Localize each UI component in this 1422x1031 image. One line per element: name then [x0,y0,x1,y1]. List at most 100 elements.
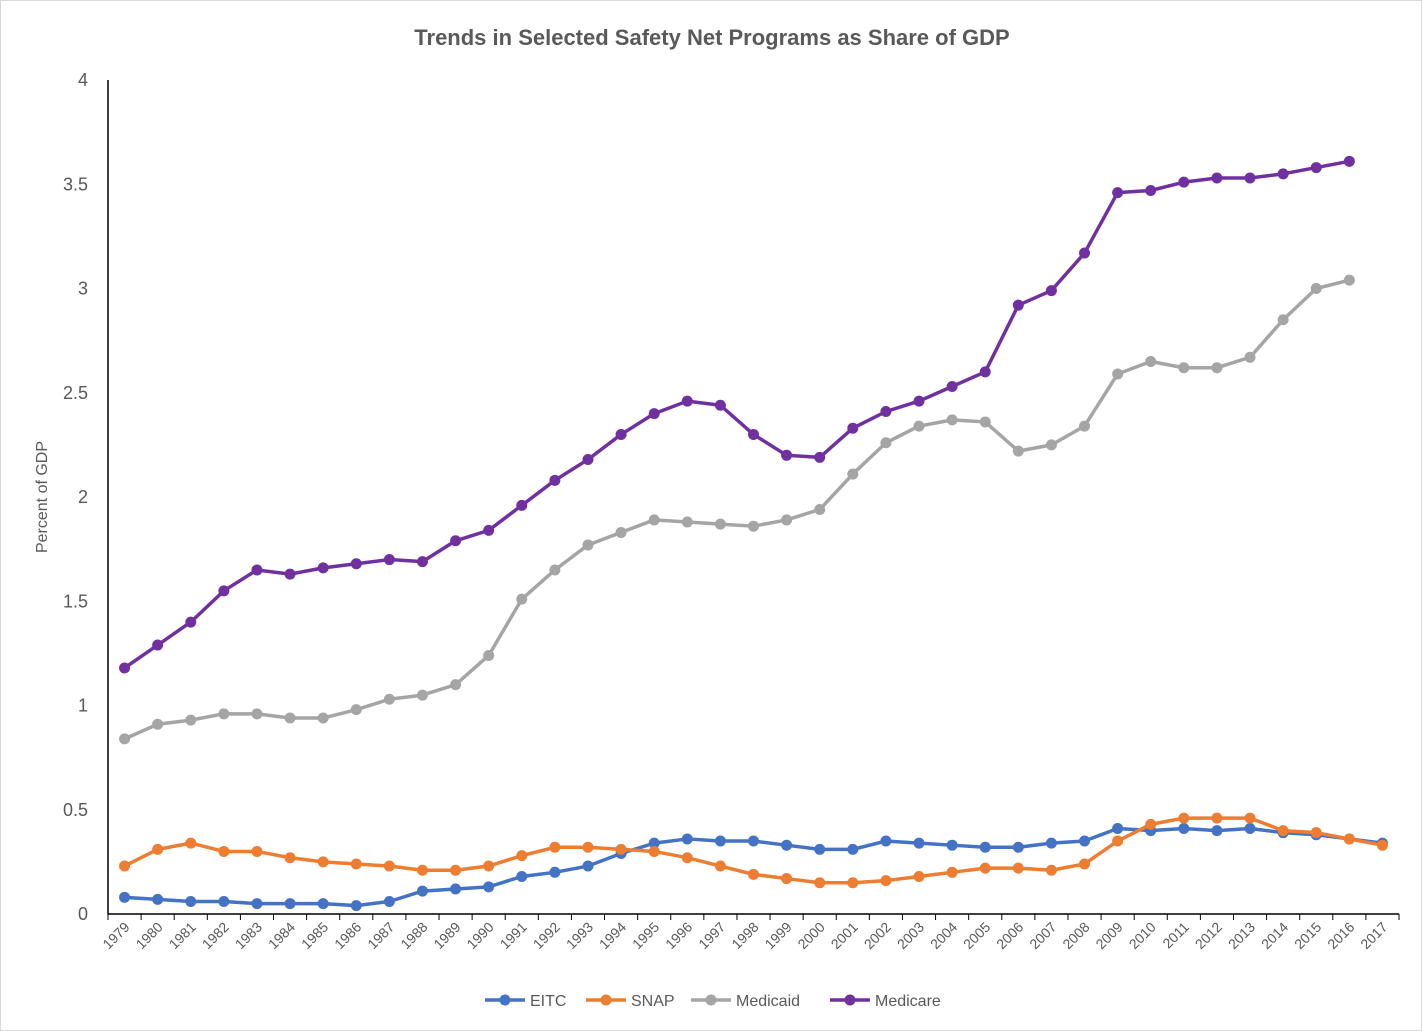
data-point [1045,439,1057,451]
data-point [615,526,627,538]
series-eitc [119,823,1388,912]
data-point [549,474,561,486]
data-point [1343,155,1355,167]
x-tick-label: 1998 [728,919,761,952]
data-point [450,864,462,876]
legend-item-medicare: Medicare [830,993,941,1010]
x-tick-label: 2002 [861,919,894,952]
data-point [1079,420,1091,432]
data-point [1178,812,1190,824]
data-point [549,866,561,878]
data-point [1310,283,1322,294]
data-point [582,860,594,872]
data-point [1211,172,1223,184]
y-axis-ticks: 0 0.5 1 1.5 2 2.5 3 3.5 4 [63,70,88,924]
x-tick-label: 2010 [1126,919,1159,952]
data-point [979,416,991,428]
x-tick-label: 1995 [629,919,662,952]
series-layer [119,155,1388,912]
x-tick-label: 2016 [1324,919,1357,952]
data-point [979,841,991,853]
x-tick-label: 1983 [232,919,265,952]
data-point [946,866,958,878]
x-tick-label: 2006 [993,919,1026,952]
data-point [714,518,726,530]
data-point [1112,823,1124,835]
data-point [119,891,131,903]
data-point [681,833,693,845]
x-tick-label: 2012 [1192,919,1225,952]
x-tick-label: 2004 [927,919,960,952]
data-point [1045,837,1057,849]
data-point [681,852,693,864]
legend-item-snap: SNAP [586,993,675,1010]
x-tick-label: 1991 [497,919,530,952]
data-point [814,843,826,855]
y-tick-label: 1 [78,696,88,716]
x-tick-label: 1987 [364,919,397,952]
data-point [1376,839,1388,851]
data-point [1045,285,1057,297]
y-tick-label: 4 [78,70,88,90]
data-point [1012,841,1024,853]
data-point [1145,355,1157,367]
data-point [251,564,263,576]
legend-label: EITC [530,993,566,1010]
data-point [615,428,627,440]
x-tick-label: 2011 [1159,919,1192,952]
data-point [880,875,892,887]
data-point [450,535,462,547]
x-tick-label: 2007 [1026,919,1059,952]
data-point [748,835,759,847]
y-tick-label: 3 [78,279,88,299]
data-point [913,395,925,407]
legend-swatch-marker [844,994,856,1006]
data-point [714,399,726,411]
data-point [781,873,793,885]
x-tick-label: 1988 [397,919,430,952]
legend-label: Medicare [875,993,941,1010]
data-point [185,714,197,726]
legend: EITC SNAP Medicaid Medicare [485,993,941,1010]
data-point [1178,176,1190,188]
data-point [1012,862,1024,874]
legend-swatch-marker [705,994,717,1006]
data-point [1178,362,1190,374]
data-point [847,843,859,855]
series-snap [119,812,1388,889]
data-point [317,712,329,724]
data-point [1211,812,1223,824]
y-tick-label: 1.5 [63,591,88,611]
data-point [483,881,495,893]
data-point [979,366,991,378]
data-point [880,835,892,847]
data-point [946,839,958,851]
data-point [383,693,395,705]
data-point [317,856,329,868]
data-point [1244,172,1256,184]
data-point [1112,835,1124,847]
data-point [119,662,131,674]
data-point [615,843,627,855]
x-tick-label: 1981 [166,919,199,952]
x-axis-ticks: 1979 1980 1981 1982 1983 1984 1985 1986 1987 1988… [99,919,1390,952]
data-point [450,679,462,691]
data-point [781,514,793,526]
data-point [1244,823,1256,835]
x-tick-label: 2005 [960,919,993,952]
data-point [152,639,164,651]
data-point [1079,858,1091,870]
series-medicaid [119,274,1355,745]
data-point [218,585,230,597]
x-tick-label: 2013 [1225,919,1258,952]
data-point [383,554,395,566]
data-point [1277,168,1289,180]
series-medicare [119,155,1355,674]
data-point [119,860,131,872]
data-point [681,516,693,528]
x-tick-label: 1993 [563,919,596,952]
x-tick-label: 1980 [132,919,165,952]
data-point [1343,833,1355,845]
